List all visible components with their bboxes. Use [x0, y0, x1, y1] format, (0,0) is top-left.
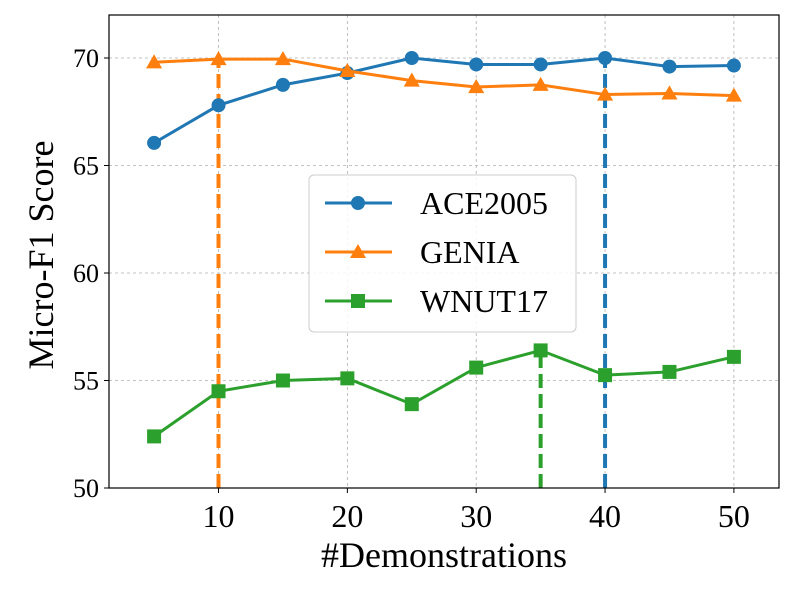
genia-data-point — [210, 51, 227, 66]
axis-ticks: 10 20 30 40 50 50 55 60 65 70 — [73, 44, 750, 534]
x-tick-label: 40 — [589, 498, 621, 534]
plot-frame — [108, 14, 780, 489]
ace2005-data-point — [275, 77, 290, 92]
wnut17-data-point — [275, 373, 290, 388]
series-wnut17 — [147, 343, 741, 444]
wnut17-data-point — [469, 360, 484, 375]
wnut17-data-point — [404, 397, 419, 412]
best-value-reference-lines — [216, 58, 608, 488]
wnut17-data-point — [598, 368, 613, 383]
legend-box — [308, 174, 577, 333]
ace2005-data-point — [404, 51, 419, 65]
y-tick-label: 55 — [73, 367, 99, 396]
x-tick-label: 30 — [460, 498, 492, 534]
legend: ACE2005 GENIA WNUT17 — [308, 174, 577, 333]
genia-data-point — [339, 62, 356, 77]
wnut17-line — [153, 348, 735, 438]
x-tick-label: 20 — [331, 498, 363, 534]
genia-data-point — [274, 51, 291, 66]
genia-line — [154, 57, 734, 98]
genia-data-point — [597, 86, 614, 101]
legend-marker-genia — [349, 243, 367, 259]
ace2005-data-point — [726, 58, 741, 73]
y-tick-label: 65 — [73, 152, 99, 181]
legend-label-wnut17: WNUT17 — [420, 283, 548, 319]
series-ace2005 — [147, 51, 741, 150]
genia-data-point — [403, 72, 420, 87]
legend-label-genia: GENIA — [420, 234, 520, 270]
wnut17-data-point — [662, 364, 677, 379]
y-tick-label: 70 — [73, 44, 99, 73]
ace2005-data-point — [211, 98, 226, 113]
x-tick-label: 10 — [203, 498, 235, 534]
ace2005-data-point — [147, 135, 162, 150]
wnut17-data-point — [211, 384, 226, 399]
legend-marker-ace2005 — [351, 196, 365, 210]
ace2005-line — [153, 56, 734, 145]
x-tick-label: 50 — [718, 498, 750, 534]
x-axis-title: #Demonstrations — [321, 535, 567, 575]
ace2005-data-point — [533, 57, 548, 72]
wnut17-data-point — [147, 429, 162, 444]
wnut17-data-point — [340, 371, 355, 386]
genia-data-point — [725, 87, 742, 102]
series-genia — [146, 51, 742, 102]
legend-label-ace2005: ACE2005 — [420, 185, 548, 221]
wnut17-data-point — [533, 343, 548, 358]
y-tick-label: 60 — [73, 259, 99, 288]
y-tick-label: 50 — [73, 474, 99, 503]
genia-data-point — [532, 76, 549, 91]
ace2005-data-point — [469, 57, 484, 72]
y-axis-title: Micro-F1 Score — [21, 141, 61, 370]
genia-data-point — [146, 54, 163, 69]
legend-marker-wnut17 — [351, 294, 365, 308]
wnut17-data-point — [726, 349, 741, 364]
genia-data-point — [468, 78, 485, 94]
genia-data-point — [661, 85, 678, 100]
ace2005-data-point — [662, 59, 677, 74]
ace2005-data-point — [598, 51, 613, 65]
series-group — [146, 51, 742, 444]
